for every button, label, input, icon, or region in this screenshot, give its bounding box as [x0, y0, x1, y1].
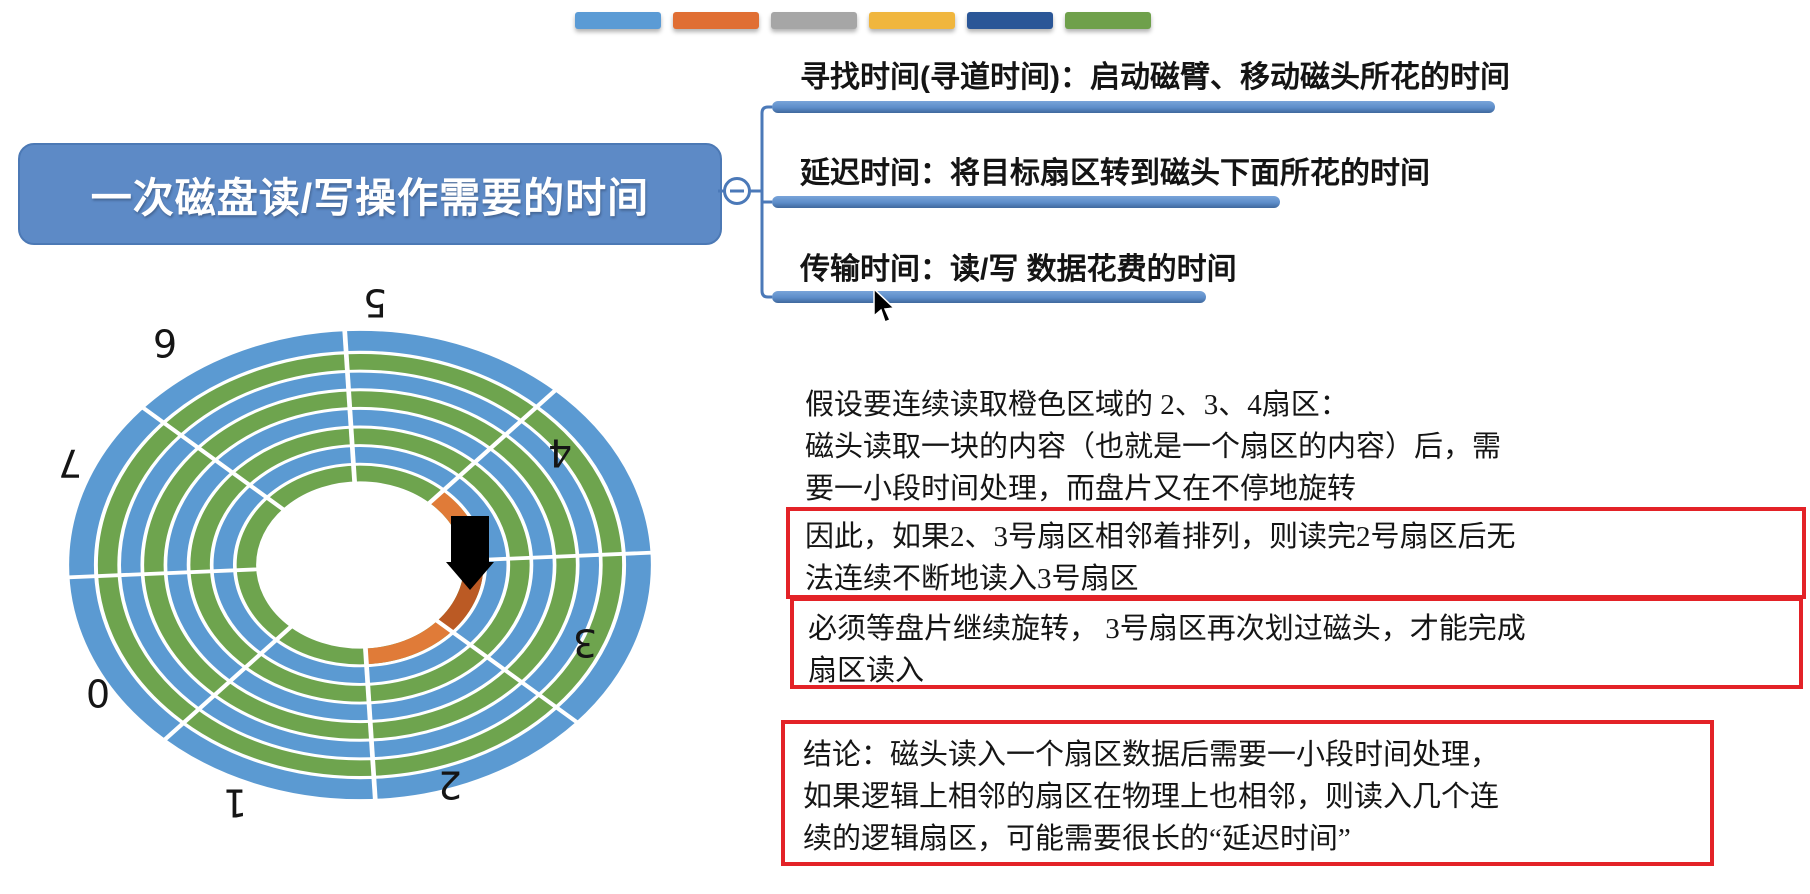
- sector-label-4: 4: [548, 431, 572, 475]
- sector-line: [433, 618, 580, 725]
- conclusion-line-2: 如果逻辑上相邻的扇区在物理上也相邻，则读入几个连: [803, 781, 1500, 813]
- track-8-blue-outer: [69, 330, 651, 800]
- legend-swatch-green: [1065, 12, 1151, 29]
- branch-bar-1: [772, 101, 1495, 113]
- conclusion-box: [781, 720, 1714, 866]
- sector-label-6: 6: [153, 321, 177, 365]
- conclusion-line-1: 结论：磁头读入一个扇区数据后需要一小段时间处理，: [803, 739, 1500, 771]
- legend-swatch-orange: [673, 12, 759, 29]
- sector-line: [67, 567, 259, 580]
- track-5-green: [144, 391, 576, 739]
- sector-label-0: 0: [86, 671, 110, 715]
- intro-line-2: 磁头读取一块的内容（也就是一个扇区的内容）后，需: [805, 431, 1502, 463]
- track-6-blue: [120, 372, 600, 758]
- branch-latency-time[interactable]: 延迟时间：将目标扇区转到磁头下面所花的时间: [800, 157, 1430, 190]
- sector-line: [461, 550, 653, 563]
- highlight1-line-2: 法连续不断地读入3号扇区: [805, 563, 1139, 595]
- head-marker-body: [451, 516, 489, 562]
- mindmap-connector: [718, 105, 772, 299]
- disk-rings: [67, 329, 653, 801]
- highlight1-line-1: 因此，如果2、3号扇区相邻着排列，则读完2号扇区后无: [805, 521, 1516, 553]
- conclusion-line-3: 续的逻辑扇区，可能需要很长的“延迟时间”: [803, 823, 1351, 855]
- disk-platter-diagram: 5 4 3 2 1 0 7 6: [58, 281, 653, 825]
- highlight-box-2: [790, 597, 1803, 689]
- sector-label-7: 7: [58, 441, 82, 485]
- disk-head-marker: [446, 516, 494, 590]
- sector-line: [140, 405, 287, 512]
- intro-line-3: 要一小段时间处理，而盘片又在不停地旋转: [805, 473, 1357, 505]
- highlight2-line-1: 必须等盘片继续旋转， 3号扇区再次划过磁头，才能完成: [808, 613, 1526, 645]
- legend-swatch-blue: [575, 12, 661, 29]
- branch-transfer-time[interactable]: 传输时间：读/写 数据花费的时间: [800, 253, 1237, 286]
- sector-line: [162, 624, 294, 742]
- sector-label-5: 5: [363, 281, 387, 325]
- track-3-green: [190, 428, 530, 702]
- cursor-arrow: [873, 288, 896, 323]
- track-7-green: [97, 353, 623, 777]
- mouse-cursor-icon: [873, 288, 896, 323]
- highlight2-line-2: 扇区读入: [808, 655, 925, 687]
- legend-swatch-gray: [771, 12, 857, 29]
- track-4-blue: [167, 409, 553, 721]
- intro-line-1: 假设要连续读取橙色区域的 2、3、4扇区：: [805, 389, 1349, 421]
- legend-swatch-darkblue: [967, 12, 1053, 29]
- sector-line: [342, 329, 358, 484]
- orange-sector-2: [365, 620, 452, 665]
- head-marker-arrow-icon: [446, 562, 494, 590]
- sector-line: [426, 388, 558, 506]
- mindmap-root-label: 一次磁盘读/写操作需要的时间: [90, 175, 650, 221]
- branch-seek-time[interactable]: 寻找时间(寻道时间)：启动磁臂、移动磁头所花的时间: [800, 61, 1510, 94]
- sector-label-3: 3: [573, 621, 597, 665]
- track-2-blue: [213, 447, 507, 683]
- branch-bar-3: [772, 291, 1206, 303]
- sector-line: [362, 646, 378, 801]
- mindmap-root-node[interactable]: 一次磁盘读/写操作需要的时间: [18, 143, 722, 245]
- branch-bar-2: [772, 196, 1280, 208]
- sector-label-2: 2: [438, 763, 462, 807]
- sector-label-1: 1: [223, 781, 247, 825]
- legend-swatch-yellow: [869, 12, 955, 29]
